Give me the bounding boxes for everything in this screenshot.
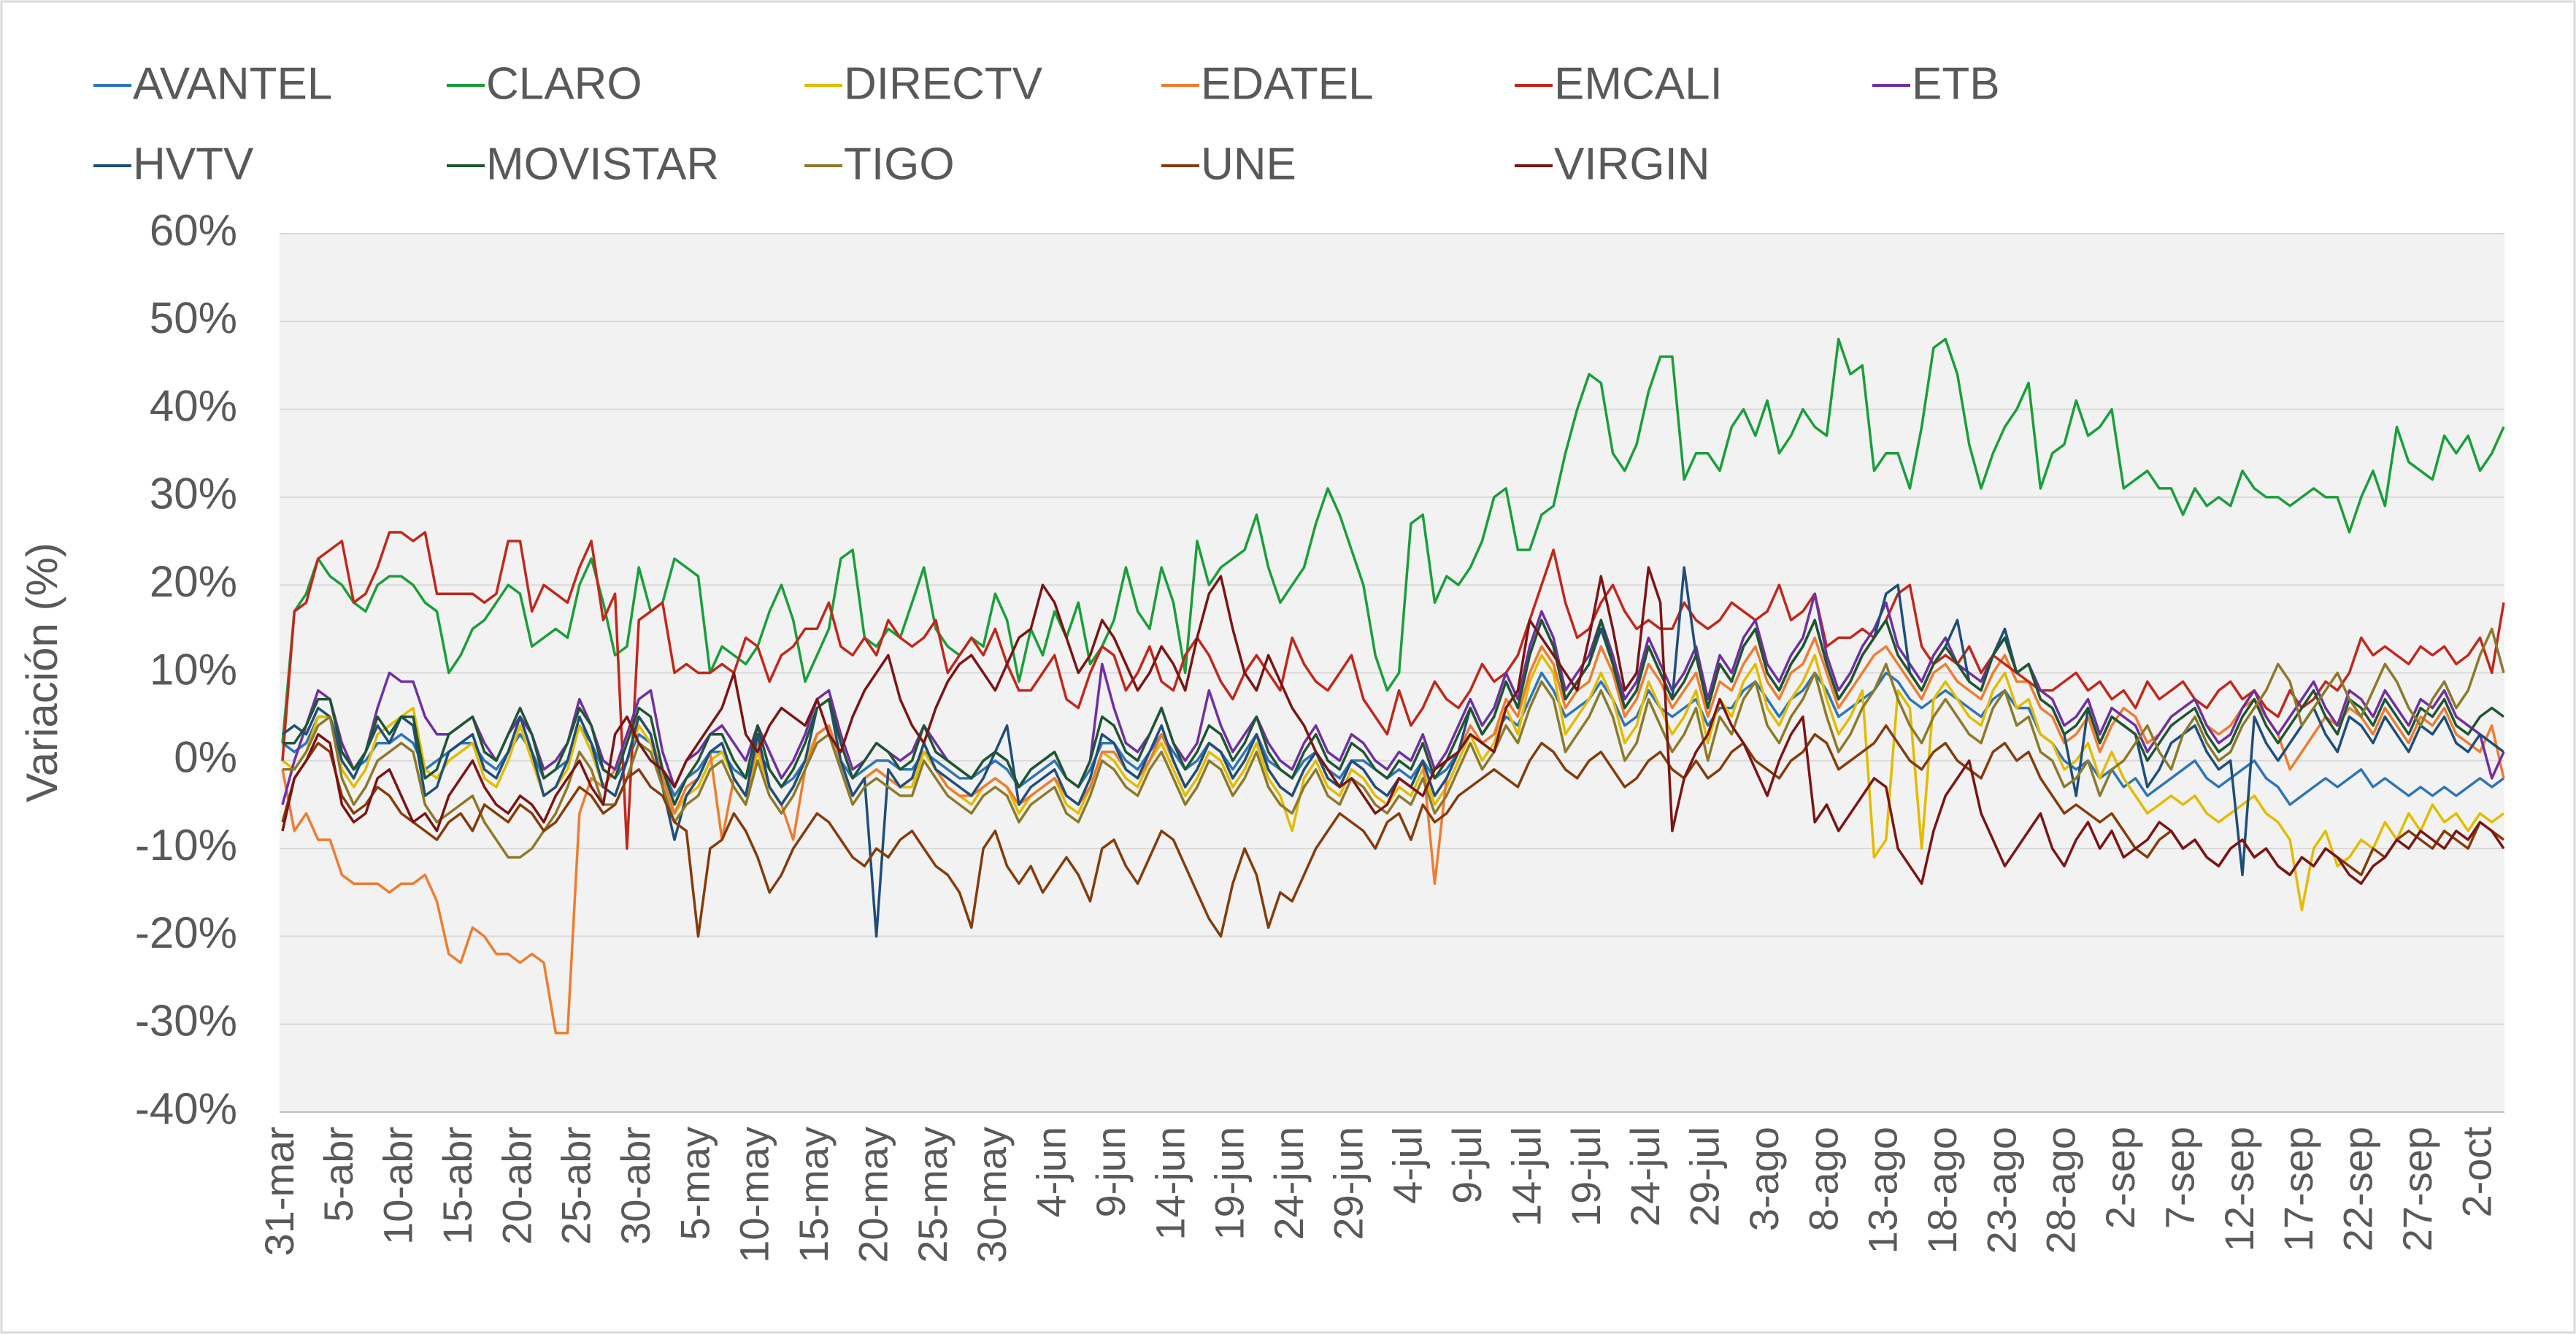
- x-tick-label: 31-mar: [256, 1127, 302, 1256]
- x-tick-label: 9-jul: [1444, 1127, 1490, 1204]
- y-tick-label: -10%: [135, 821, 237, 870]
- series-line: [282, 627, 2505, 859]
- x-tick-label: 4-jul: [1385, 1127, 1431, 1204]
- y-tick-label: 60%: [150, 206, 237, 255]
- x-tick-label: 3-ago: [1741, 1127, 1787, 1231]
- x-tick-label: 22-sep: [2335, 1127, 2381, 1251]
- series-line: [281, 566, 2505, 885]
- x-tick-label: 24-jul: [1622, 1127, 1668, 1227]
- x-tick-label: 15-may: [791, 1127, 837, 1263]
- y-tick-label: -40%: [135, 1084, 237, 1133]
- x-tick-label: 25-may: [910, 1127, 956, 1263]
- x-tick-label: 19-jun: [1207, 1127, 1253, 1241]
- x-tick-label: 25-abr: [553, 1127, 599, 1245]
- legend-label: UNE: [1201, 139, 1296, 189]
- legend-label: MOVISTAR: [486, 139, 719, 189]
- x-tick-label: 8-ago: [1800, 1127, 1846, 1231]
- x-tick-label: 5-abr: [315, 1127, 361, 1222]
- x-tick-label: 13-ago: [1860, 1127, 1906, 1254]
- x-tick-label: 23-ago: [1978, 1127, 2024, 1254]
- x-tick-label: 20-abr: [493, 1127, 539, 1245]
- legend-label: DIRECTV: [844, 58, 1043, 109]
- x-tick-label: 9-jun: [1088, 1127, 1134, 1218]
- x-tick-label: 29-jun: [1325, 1127, 1371, 1241]
- x-tick-label: 7-sep: [2156, 1127, 2202, 1229]
- legend-label: HVTV: [133, 139, 254, 189]
- legend-label: AVANTEL: [133, 58, 332, 109]
- x-tick-label: 10-may: [731, 1127, 777, 1263]
- x-tick-label: 28-ago: [2038, 1127, 2084, 1254]
- x-tick-label: 20-may: [850, 1127, 896, 1263]
- legend-label: ETB: [1912, 58, 2000, 109]
- series-line: [281, 724, 2505, 938]
- x-tick-label: 30-may: [969, 1127, 1015, 1263]
- x-tick-label: 27-sep: [2394, 1127, 2440, 1251]
- series-line: [281, 531, 2505, 850]
- y-tick-label: -30%: [135, 997, 237, 1046]
- x-tick-label: 12-sep: [2216, 1127, 2262, 1251]
- x-tick-label: 14-jul: [1503, 1127, 1549, 1227]
- y-tick-label: 40%: [150, 381, 237, 430]
- x-tick-label: 10-abr: [375, 1127, 421, 1245]
- x-tick-label: 29-jul: [1682, 1127, 1728, 1227]
- legend-label: EMCALI: [1554, 58, 1723, 109]
- legend-label: TIGO: [844, 139, 955, 189]
- x-tick-label: 15-abr: [434, 1127, 480, 1245]
- x-tick-label: 30-abr: [612, 1127, 658, 1245]
- x-tick-label: 5-may: [672, 1127, 718, 1241]
- legend-label: VIRGIN: [1554, 139, 1710, 189]
- series-line: [281, 653, 2505, 912]
- y-tick-label: 20%: [150, 557, 237, 606]
- x-tick-label: 19-jul: [1563, 1127, 1609, 1227]
- x-tick-label: 24-jun: [1266, 1127, 1312, 1241]
- series-line: [282, 618, 2505, 806]
- series-line: [281, 592, 2505, 805]
- x-tick-label: 2-sep: [2097, 1127, 2143, 1229]
- x-tick-label: 18-ago: [1919, 1127, 1965, 1254]
- y-tick-label: -20%: [135, 908, 237, 957]
- y-tick-label: 0%: [174, 733, 237, 782]
- legend-label: EDATEL: [1201, 58, 1374, 109]
- x-tick-label: 17-sep: [2275, 1127, 2321, 1251]
- x-tick-label: 4-jun: [1029, 1127, 1074, 1218]
- legend-label: CLARO: [486, 58, 642, 109]
- y-tick-label: 10%: [150, 645, 237, 694]
- y-tick-label: 50%: [150, 294, 237, 342]
- x-tick-label: 14-jun: [1147, 1127, 1193, 1241]
- y-tick-label: 30%: [150, 469, 237, 518]
- x-tick-label: 2-oct: [2453, 1127, 2499, 1218]
- y-axis-label: Variación (%): [18, 543, 66, 802]
